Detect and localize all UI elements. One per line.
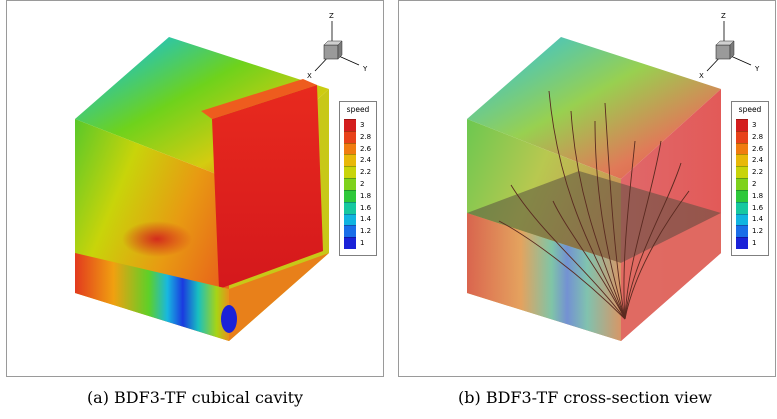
- cube-bottom-strip: [467, 213, 621, 341]
- axis-triad: Z Y X: [307, 12, 368, 80]
- cube-bottom-strip: [75, 253, 229, 341]
- colorbar-tick-label: 2.2: [360, 168, 372, 177]
- colorbar: [344, 119, 356, 249]
- axis-label-x: X: [699, 72, 704, 80]
- colorbar-tick-label: 2.2: [752, 168, 764, 177]
- legend-title: speed: [738, 105, 762, 114]
- axis-label-y: Y: [362, 65, 368, 73]
- colorbar-swatch: [736, 178, 748, 190]
- axis-label-y: Y: [754, 65, 760, 73]
- streamlines: [498, 90, 690, 320]
- axis-label-x: X: [307, 72, 312, 80]
- colorbar-swatch: [344, 178, 356, 190]
- colorbar-tick-label: 2.6: [360, 144, 372, 153]
- colorbar-tick-label: 3: [752, 120, 757, 129]
- colorbar-swatch: [736, 189, 748, 202]
- colorbar-tick-label: 1.4: [752, 215, 764, 224]
- axis-triad: Z Y X: [699, 12, 760, 80]
- colorbar-swatch: [736, 119, 748, 131]
- cube-render-a: Z Y X: [75, 12, 368, 341]
- colorbar-tick-label: 2.6: [752, 144, 764, 153]
- colorbar-tick-label: 2.8: [360, 132, 372, 141]
- colorbar-tick-label: 1.2: [752, 227, 764, 236]
- colorbar-tick-label: 1.6: [360, 203, 372, 212]
- colorbar-swatch: [736, 166, 748, 179]
- colorbar-legend-a: speed 3 2.8 2.6 2.4 2.2 2 1.8 1.6 1.4 1.2 1: [339, 101, 377, 256]
- colorbar-tick-label: 1: [752, 239, 757, 248]
- colorbar-swatch: [344, 201, 356, 214]
- colorbar-swatch: [344, 142, 356, 155]
- colorbar-tick-label: 2: [360, 180, 365, 188]
- colorbar-tick-label: 2.4: [752, 156, 764, 165]
- colorbar-swatch: [344, 119, 356, 131]
- colorbar-swatch: [344, 213, 356, 226]
- colorbar-tick-label: 1.4: [360, 215, 372, 224]
- colorbar-swatch: [736, 213, 748, 226]
- axis-label-z: Z: [721, 12, 726, 20]
- figure-panel-b: Z Y X speed 3 2.8 2.6 2.4 2.2 2 1.8 1.6 1.4 1.2 1: [398, 0, 776, 377]
- low-speed-core: [221, 305, 237, 333]
- colorbar-tick-label: 2.4: [360, 156, 372, 165]
- colorbar: [736, 119, 748, 249]
- colorbar-swatch: [344, 225, 356, 238]
- high-speed-region: [122, 221, 192, 257]
- colorbar-tick-label: 1.8: [360, 191, 372, 200]
- cross-section-plane: [467, 171, 721, 263]
- colorbar-tick-label: 1: [360, 239, 365, 248]
- colorbar-swatch: [736, 225, 748, 238]
- colorbar-tick-label: 2.8: [752, 132, 764, 141]
- colorbar-swatch: [344, 237, 356, 249]
- caption-a: (a) BDF3-TF cubical cavity: [86, 388, 304, 407]
- colorbar-tick-label: 3: [360, 120, 365, 129]
- legend-title: speed: [346, 105, 370, 114]
- colorbar-swatch: [344, 166, 356, 179]
- colorbar-tick-label: 1.6: [752, 203, 764, 212]
- figure-panel-a: Z Y X speed 3 2.8 2.6 2.4 2.2 2 1.8 1.6 1.4 1.2 1: [6, 0, 384, 377]
- cube-top-face: [467, 37, 721, 179]
- caption-b: (b) BDF3-TF cross-section view: [458, 388, 712, 407]
- colorbar-swatch: [736, 142, 748, 155]
- axis-label-z: Z: [329, 12, 334, 20]
- colorbar-tick-label: 2: [752, 180, 757, 188]
- colorbar-swatch: [344, 154, 356, 167]
- colorbar-swatch: [736, 130, 748, 143]
- cube-red-region: [212, 85, 323, 289]
- colorbar-swatch: [344, 130, 356, 143]
- colorbar-swatch: [736, 154, 748, 167]
- colorbar-swatch: [344, 189, 356, 202]
- colorbar-legend-b: speed 3 2.8 2.6 2.4 2.2 2 1.8 1.6 1.4 1.2 1: [731, 101, 769, 256]
- colorbar-swatch: [736, 237, 748, 249]
- colorbar-swatch: [736, 201, 748, 214]
- colorbar-tick-label: 1.2: [360, 227, 372, 236]
- colorbar-tick-label: 1.8: [752, 191, 764, 200]
- cube-render-b: Z Y X: [467, 12, 760, 341]
